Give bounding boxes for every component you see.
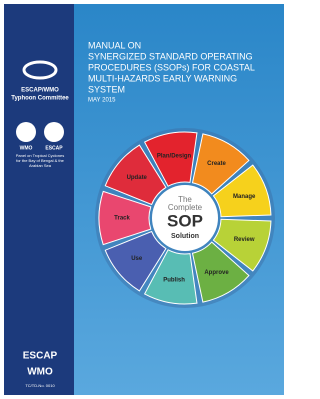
title-line: MANUAL ON — [88, 40, 141, 50]
segment-label: Update — [127, 175, 148, 181]
title-line: PROCEDURES (SSOPs) FOR COASTAL — [88, 62, 255, 72]
org: ESCAP/WMO — [21, 88, 59, 94]
segment-label: Use — [131, 256, 143, 262]
segment-label: Review — [234, 237, 255, 243]
logo-right: ESCAP — [45, 145, 63, 151]
title-line: SYNERGIZED STANDARD OPERATING — [88, 51, 253, 61]
un-emblem — [44, 122, 64, 142]
date: MAY 2015 — [88, 98, 116, 104]
segment-label: Approve — [204, 270, 229, 276]
logo-left: WMO — [20, 145, 33, 151]
wheel: Plan/Design Create Manage Review Approve Publ… — [95, 128, 275, 308]
title-line: MULTI-HAZARDS EARLY WARNING — [88, 73, 237, 83]
center-text: SOP — [167, 211, 203, 230]
cover-art: ESCAP/WMO Typhoon Committee WMO ESCAP Pa… — [0, 0, 288, 399]
center-text: Solution — [171, 233, 199, 240]
panel: Arabian Sea — [29, 163, 52, 168]
doc-no: TC/TD-No. 0010 — [25, 383, 55, 388]
segment-label: Plan/Design — [157, 154, 192, 160]
footer-wmo: WMO — [27, 367, 53, 378]
segment-label: Track — [114, 216, 130, 222]
wmo-emblem — [16, 122, 36, 142]
committee: Typhoon Committee — [11, 96, 69, 102]
segment-label: Create — [207, 161, 226, 167]
cover: ESCAP/WMO Typhoon Committee WMO ESCAP Pa… — [0, 0, 288, 399]
footer-escap: ESCAP — [23, 351, 58, 362]
title-line: SYSTEM — [88, 84, 125, 94]
segment-label: Manage — [233, 194, 256, 200]
segment-label: Publish — [163, 278, 185, 284]
